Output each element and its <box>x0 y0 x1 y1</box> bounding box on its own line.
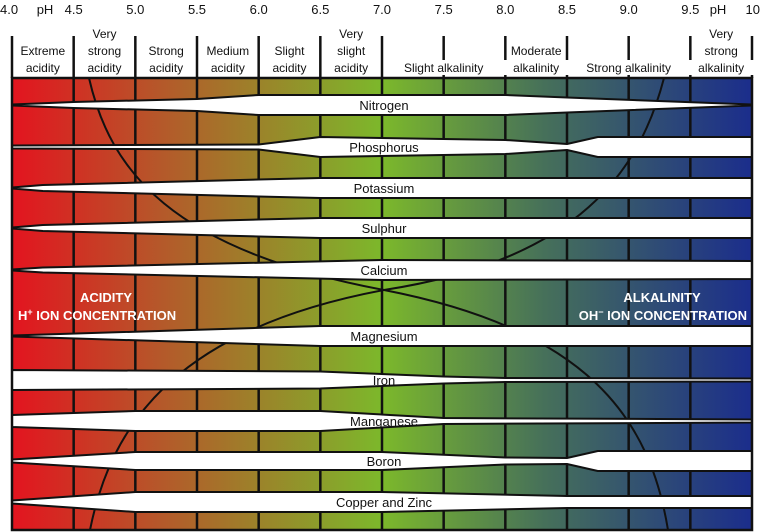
category-label: alkalinity <box>698 61 744 75</box>
ph-tick-label: 7.5 <box>435 2 453 17</box>
category-label: strong <box>704 44 737 58</box>
ph-tick-label: 9.0 <box>620 2 638 17</box>
category-label: Strong alkalinity <box>586 61 671 75</box>
ph-tick-label: 4.5 <box>65 2 83 17</box>
nutrient-bands: Nitrogen Phosphorus Potassium Sulphur Calciu… <box>11 94 753 513</box>
category-label: slight <box>337 44 366 58</box>
category-label: Very <box>709 27 733 41</box>
alkalinity-label: ALKALINITY OH− ION CONCENTRATION <box>579 290 747 323</box>
category-label: Strong <box>148 44 183 58</box>
nutrient-band-boron: Boron <box>11 450 753 472</box>
ph-tick-label: 6.5 <box>311 2 329 17</box>
category-label: acidity <box>211 61 245 75</box>
ph-tick-label: 10 <box>746 2 760 17</box>
nutrient-label: Manganese <box>350 414 418 429</box>
alkalinity-title: ALKALINITY <box>623 290 701 305</box>
nutrient-label: Calcium <box>361 263 408 278</box>
chart-frame <box>10 76 754 532</box>
category-label: Moderate <box>511 44 562 58</box>
acidity-title: ACIDITY <box>80 290 132 305</box>
nutrient-label: Boron <box>367 454 402 469</box>
category-label: Extreme <box>20 44 65 58</box>
nutrient-label: Sulphur <box>362 221 407 236</box>
nutrient-label: Copper and Zinc <box>336 495 433 510</box>
nutrient-label: Nitrogen <box>359 98 408 113</box>
nutrient-label: Magnesium <box>350 329 417 344</box>
category-label: Slight alkalinity <box>404 61 483 75</box>
ion-concentration-curve <box>383 289 669 531</box>
acidity-categories-header: Extreme acidity Very strong acidity Strong aci… <box>10 26 756 78</box>
ph-tick-label: 8.0 <box>496 2 514 17</box>
ph-tick-label: 6.0 <box>250 2 268 17</box>
alkalinity-ion-label: OH− ION CONCENTRATION <box>579 307 747 323</box>
category-label: acidity <box>26 61 60 75</box>
ph-tick-label: 9.5 <box>681 2 699 17</box>
nutrient-label: Potassium <box>354 181 415 196</box>
category-label: acidity <box>149 61 183 75</box>
ph-axis: 4.0 4.5 5.0 5.5 6.0 6.5 7.0 7.5 8.0 8.5 9.0 9.5 10 pH… <box>0 2 760 17</box>
ph-tick-label: 8.5 <box>558 2 576 17</box>
acidity-ion-label: H+ ION CONCENTRATION <box>18 307 176 323</box>
nutrient-label: Phosphorus <box>349 140 419 155</box>
ph-tick-label: 5.5 <box>188 2 206 17</box>
ph-tick-label: 5.0 <box>126 2 144 17</box>
ph-tick-label: 4.0 <box>0 2 18 17</box>
nutrient-label: Iron <box>373 373 395 388</box>
category-label: acidity <box>87 61 121 75</box>
category-label: Medium <box>206 44 249 58</box>
acidity-label: ACIDITY H+ ION CONCENTRATION <box>18 290 176 323</box>
category-label: Very <box>92 27 116 41</box>
ph-unit-label: pH <box>37 2 54 17</box>
category-label: Slight <box>274 44 305 58</box>
category-label: strong <box>88 44 121 58</box>
ph-tick-label: 7.0 <box>373 2 391 17</box>
category-label: acidity <box>272 61 306 75</box>
category-label: acidity <box>334 61 368 75</box>
ph-unit-label: pH <box>710 2 727 17</box>
category-label: alkalinity <box>513 61 559 75</box>
category-label: Very <box>339 27 363 41</box>
